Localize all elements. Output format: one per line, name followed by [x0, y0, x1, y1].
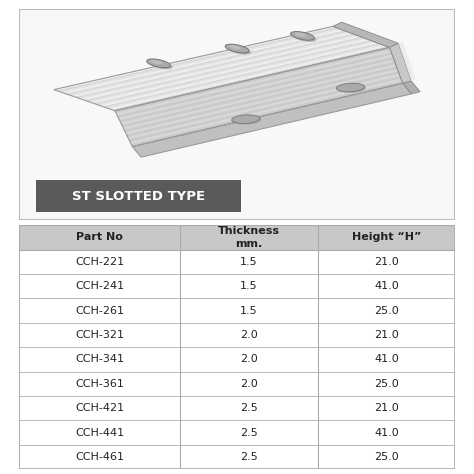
Polygon shape [57, 27, 338, 92]
Polygon shape [87, 38, 367, 102]
Ellipse shape [233, 116, 262, 125]
Text: 25.0: 25.0 [374, 306, 399, 316]
Polygon shape [121, 59, 395, 125]
Polygon shape [333, 22, 398, 47]
Text: 1.5: 1.5 [240, 257, 258, 267]
Ellipse shape [294, 32, 306, 36]
Text: 41.0: 41.0 [374, 428, 399, 438]
Text: 2.5: 2.5 [240, 452, 258, 462]
Polygon shape [124, 66, 398, 132]
Text: Height “H”: Height “H” [352, 232, 421, 242]
FancyBboxPatch shape [19, 347, 455, 372]
Ellipse shape [225, 44, 249, 53]
Text: ST SLOTTED TYPE: ST SLOTTED TYPE [73, 190, 205, 203]
Polygon shape [123, 64, 397, 130]
FancyBboxPatch shape [19, 323, 455, 347]
Polygon shape [63, 29, 344, 94]
Ellipse shape [146, 59, 170, 68]
Ellipse shape [150, 60, 162, 64]
FancyBboxPatch shape [19, 299, 455, 323]
Polygon shape [66, 30, 347, 95]
Polygon shape [54, 27, 390, 111]
Text: 2.5: 2.5 [240, 403, 258, 413]
Polygon shape [390, 43, 411, 83]
FancyBboxPatch shape [36, 180, 241, 212]
Text: 21.0: 21.0 [374, 330, 399, 340]
Polygon shape [119, 57, 394, 123]
Polygon shape [78, 35, 358, 99]
Text: CCH-421: CCH-421 [75, 403, 124, 413]
Ellipse shape [338, 84, 366, 93]
Text: 2.0: 2.0 [240, 355, 258, 365]
FancyBboxPatch shape [19, 396, 455, 420]
Polygon shape [84, 37, 364, 101]
Polygon shape [129, 76, 401, 142]
Polygon shape [125, 69, 398, 135]
Polygon shape [106, 44, 384, 109]
Polygon shape [130, 79, 402, 144]
Polygon shape [127, 72, 399, 137]
FancyBboxPatch shape [19, 274, 455, 299]
Text: 25.0: 25.0 [374, 452, 399, 462]
Text: CCH-241: CCH-241 [75, 281, 124, 291]
Polygon shape [112, 46, 390, 111]
Text: 1.5: 1.5 [240, 281, 258, 291]
Polygon shape [54, 27, 336, 91]
Polygon shape [91, 39, 370, 103]
Polygon shape [60, 28, 341, 93]
Text: Part No: Part No [76, 232, 123, 242]
FancyBboxPatch shape [19, 249, 455, 274]
Text: 2.5: 2.5 [240, 428, 258, 438]
Text: Thickness
mm.: Thickness mm. [218, 226, 280, 248]
Polygon shape [69, 32, 350, 96]
Polygon shape [115, 47, 403, 146]
Text: 21.0: 21.0 [374, 403, 399, 413]
Text: 2.0: 2.0 [240, 379, 258, 389]
Polygon shape [118, 55, 393, 120]
Text: CCH-461: CCH-461 [75, 452, 124, 462]
Polygon shape [72, 33, 353, 97]
FancyBboxPatch shape [19, 420, 455, 445]
Text: 21.0: 21.0 [374, 257, 399, 267]
Ellipse shape [232, 115, 260, 124]
Text: CCH-261: CCH-261 [75, 306, 124, 316]
Polygon shape [97, 41, 375, 105]
Polygon shape [82, 36, 361, 100]
Polygon shape [93, 40, 373, 104]
Text: 1.5: 1.5 [240, 306, 258, 316]
Ellipse shape [229, 45, 241, 49]
Text: 41.0: 41.0 [374, 281, 399, 291]
Polygon shape [403, 81, 420, 94]
Ellipse shape [337, 83, 365, 92]
Text: CCH-221: CCH-221 [75, 257, 124, 267]
Ellipse shape [293, 33, 317, 42]
Text: CCH-441: CCH-441 [75, 428, 124, 438]
Polygon shape [122, 62, 396, 128]
Ellipse shape [228, 46, 251, 55]
FancyBboxPatch shape [19, 372, 455, 396]
Polygon shape [117, 52, 392, 118]
Polygon shape [75, 34, 355, 98]
FancyBboxPatch shape [19, 9, 455, 220]
Text: CCH-341: CCH-341 [75, 355, 124, 365]
Ellipse shape [291, 32, 314, 40]
Polygon shape [398, 41, 416, 81]
Polygon shape [128, 74, 400, 139]
Text: 41.0: 41.0 [374, 355, 399, 365]
Text: CCH-361: CCH-361 [75, 379, 124, 389]
FancyBboxPatch shape [19, 225, 455, 249]
Polygon shape [132, 83, 411, 157]
Text: CCH-321: CCH-321 [75, 330, 124, 340]
Polygon shape [116, 50, 392, 116]
Polygon shape [115, 47, 391, 113]
Polygon shape [100, 42, 378, 107]
FancyBboxPatch shape [19, 445, 455, 469]
Text: 25.0: 25.0 [374, 379, 399, 389]
Polygon shape [103, 43, 381, 108]
Ellipse shape [149, 61, 173, 69]
Polygon shape [131, 81, 403, 146]
Polygon shape [109, 46, 387, 109]
Text: 2.0: 2.0 [240, 330, 258, 340]
